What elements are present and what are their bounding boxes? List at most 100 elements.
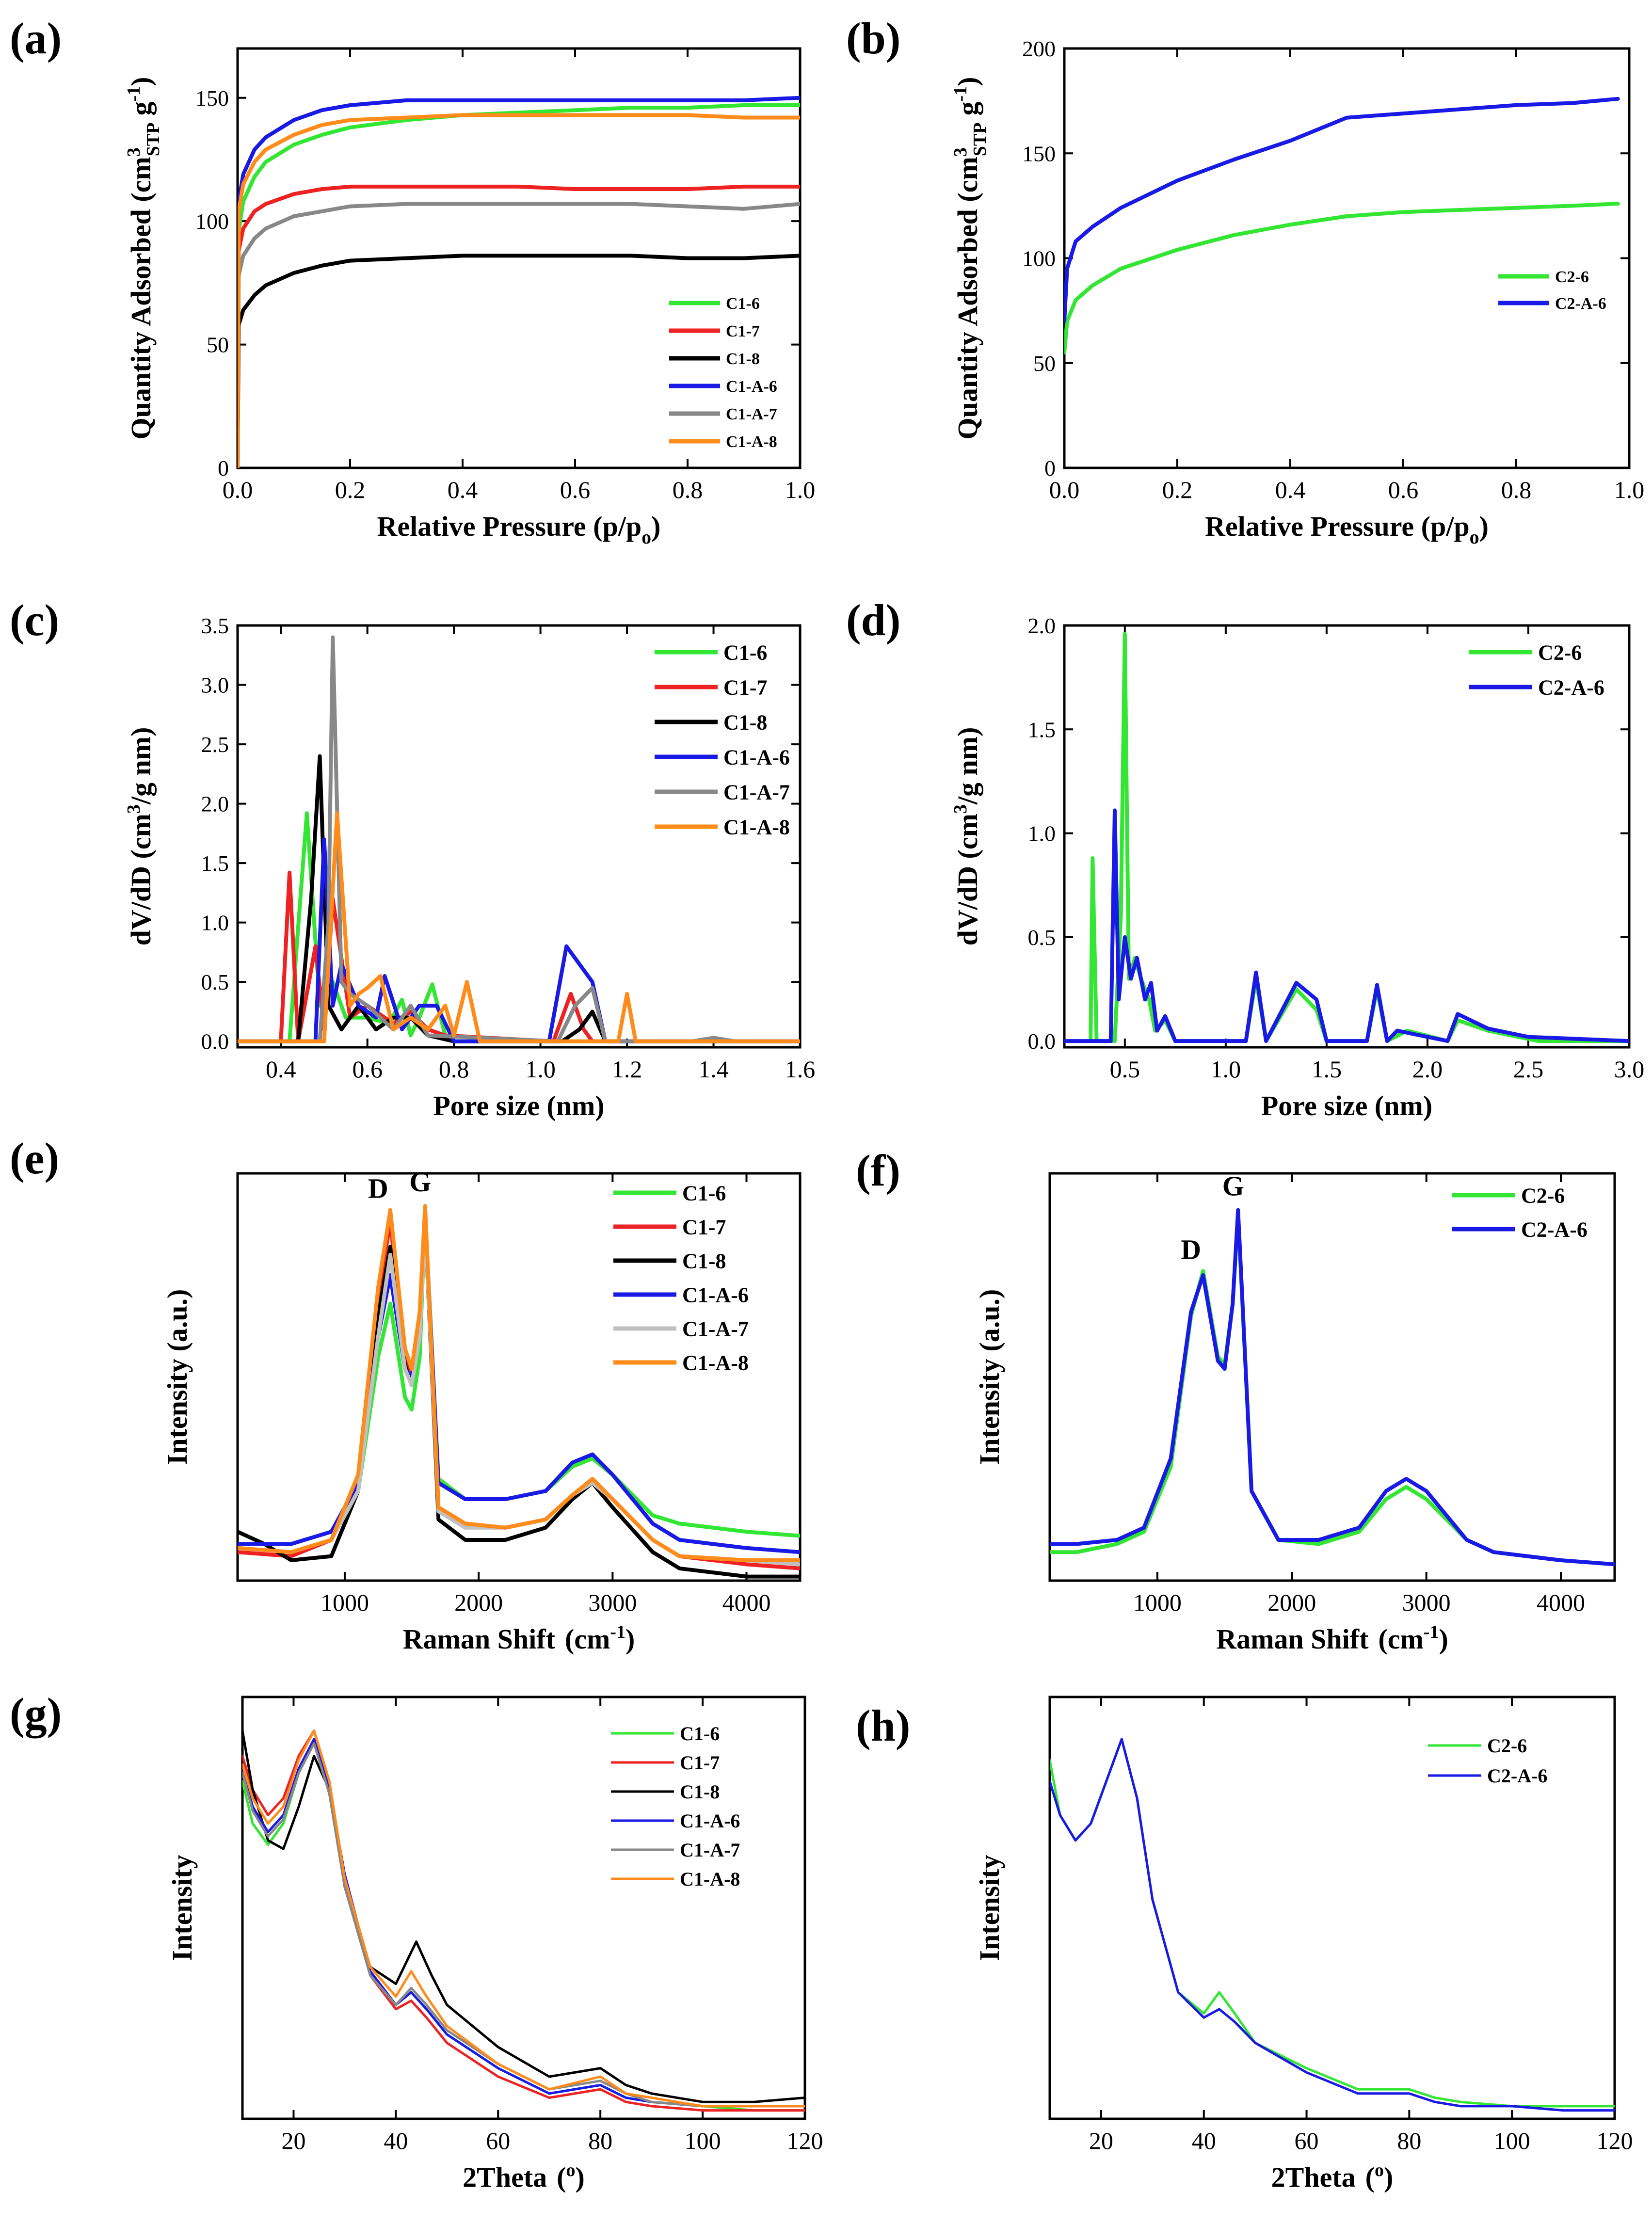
legend-label: C1-8 bbox=[726, 350, 760, 368]
panel-d: (d) 0.5 1.0 1.5 2.0 2.5 3.0 0.0 0.5 1.0 1.5 2.0 Pore… bbox=[846, 595, 1644, 1121]
x-axis-label: Pore size (nm) bbox=[433, 1090, 604, 1121]
y-tick-label: 2.0 bbox=[201, 792, 229, 816]
x-tick-label: 1.0 bbox=[1211, 1056, 1241, 1083]
series-group bbox=[1064, 96, 1620, 355]
x-tick-label: 0.0 bbox=[223, 476, 253, 503]
legend-label: C1-A-8 bbox=[682, 1351, 749, 1375]
legend-label: C1-8 bbox=[723, 710, 767, 734]
x-tick-label: 2.5 bbox=[1513, 1056, 1544, 1083]
x-tick-label: 0.6 bbox=[352, 1056, 383, 1083]
y-tick-label: 0.5 bbox=[1028, 925, 1056, 950]
x-tick-label: 3000 bbox=[1402, 1589, 1451, 1616]
x-tick-label: 1.6 bbox=[785, 1056, 816, 1083]
plot-frame bbox=[1048, 1172, 1616, 1582]
x-tick-label: 20 bbox=[1089, 2127, 1113, 2154]
peak-label-d: D bbox=[368, 1173, 388, 1204]
x-tick-label: 0.8 bbox=[673, 476, 703, 503]
series-group bbox=[242, 1729, 805, 2112]
y-tick-label: 3.5 bbox=[201, 613, 229, 638]
y-tick-label: 50 bbox=[207, 333, 229, 357]
legend-label: C1-8 bbox=[682, 1249, 726, 1273]
series-group bbox=[1050, 1738, 1615, 2112]
peak-label-d: D bbox=[1181, 1234, 1201, 1265]
legend-label: C1-A-8 bbox=[726, 433, 777, 451]
y-tick-label: 1.5 bbox=[1028, 717, 1056, 742]
panel-a: (a) 0.0 0.2 0.4 0.6 0.8 1.0 0 50 100 150 Relative P… bbox=[10, 14, 815, 548]
series-line-C2-6 bbox=[1050, 1738, 1615, 2108]
series-line-C1-8 bbox=[238, 754, 800, 1043]
y-tick-label: 50 bbox=[1033, 351, 1056, 376]
panel-f: (f) 1000 2000 3000 4000 Raman Shift (cm-1) Inte… bbox=[856, 1146, 1616, 1655]
x-tick-label: 0.0 bbox=[1049, 476, 1080, 503]
legend-label: C1-A-7 bbox=[726, 405, 777, 423]
legend-label: C1-7 bbox=[723, 675, 767, 699]
legend: C2-6 C2-A-6 bbox=[1428, 1735, 1547, 1787]
series-line-C2-6 bbox=[1050, 1212, 1615, 1567]
x-tick-label: 1000 bbox=[321, 1589, 369, 1616]
y-axis-label: Intensity bbox=[166, 1855, 198, 1961]
series-line-C2-A-6 bbox=[1050, 1738, 1615, 2112]
legend-label: C1-A-6 bbox=[726, 378, 777, 396]
legend: C1-6 C1-7 C1-8 C1-A-6 C1-A-7 C1-A-8 bbox=[669, 295, 777, 451]
legend-label: C1-A-6 bbox=[723, 745, 790, 769]
x-tick-label: 40 bbox=[1192, 2127, 1216, 2154]
panel-label: (e) bbox=[10, 1134, 59, 1183]
legend-label: C2-A-6 bbox=[1555, 295, 1606, 313]
series-group bbox=[1050, 1208, 1615, 1567]
legend: C1-6 C1-7 C1-8 C1-A-6 C1-A-7 C1-A-8 bbox=[611, 1723, 740, 1890]
y-tick-label: 0.0 bbox=[201, 1029, 229, 1054]
y-tick-label: 1.0 bbox=[201, 911, 229, 935]
x-tick-label: 1.0 bbox=[785, 476, 816, 503]
legend-label: C1-A-7 bbox=[680, 1839, 740, 1861]
y-tick-label: 200 bbox=[1022, 36, 1056, 61]
plot-frame bbox=[236, 624, 802, 1049]
series-group bbox=[1064, 632, 1629, 1043]
x-tick-label: 120 bbox=[1597, 2127, 1633, 2154]
x-tick-label: 3.0 bbox=[1614, 1056, 1645, 1083]
panel-c: (c) 0.4 0.6 0.8 1.0 1.2 1.4 1.6 0.0 0.5 1.0 1.5 2.0 2… bbox=[10, 595, 815, 1121]
x-tick-label: 0.5 bbox=[1110, 1056, 1140, 1083]
x-tick-label: 0.6 bbox=[1388, 476, 1419, 503]
panel-label: (h) bbox=[856, 1701, 910, 1750]
series-line-C1-A-6 bbox=[242, 1738, 805, 2108]
x-tick-label: 0.8 bbox=[1501, 476, 1532, 503]
series-group bbox=[238, 635, 800, 1043]
legend-label: C2-A-6 bbox=[1487, 1765, 1547, 1787]
x-tick-label: 80 bbox=[1397, 2127, 1421, 2154]
legend: C2-6 C2-A-6 bbox=[1469, 640, 1604, 699]
legend: C1-6 C1-7 C1-8 C1-A-6 C1-A-7 C1-A-8 bbox=[613, 1181, 749, 1375]
legend-label: C2-6 bbox=[1555, 268, 1589, 286]
x-tick-label: 2.0 bbox=[1412, 1056, 1443, 1083]
x-tick-label: 0.2 bbox=[1162, 476, 1193, 503]
y-axis-label: Intensity (a.u.) bbox=[161, 1289, 193, 1465]
legend-label: C1-6 bbox=[723, 640, 767, 664]
panel-label: (d) bbox=[846, 595, 900, 645]
x-tick-label: 20 bbox=[281, 2127, 305, 2154]
x-tick-label: 100 bbox=[685, 2127, 721, 2154]
x-axis-label: Pore size (nm) bbox=[1261, 1090, 1432, 1121]
series-line-C1-7 bbox=[238, 870, 800, 1043]
x-tick-label: 0.4 bbox=[448, 476, 478, 503]
peak-label-g: G bbox=[409, 1166, 431, 1198]
x-tick-label: 1.2 bbox=[612, 1056, 642, 1083]
y-tick-label: 2.5 bbox=[201, 732, 229, 757]
x-tick-label: 40 bbox=[384, 2127, 408, 2154]
legend-label: C1-A-7 bbox=[723, 780, 790, 804]
x-axis-label: 2Theta (o) bbox=[463, 2160, 585, 2193]
x-axis-label: 2Theta (o) bbox=[1271, 2160, 1394, 2193]
plot-frame bbox=[1048, 1696, 1616, 2120]
x-tick-label: 120 bbox=[787, 2127, 823, 2154]
legend-label: C2-A-6 bbox=[1521, 1217, 1588, 1241]
series-line-C2-A-6 bbox=[1064, 96, 1620, 323]
legend: C2-6 C2-A-6 bbox=[1498, 268, 1606, 313]
y-tick-label: 0.5 bbox=[201, 970, 229, 994]
y-tick-label: 100 bbox=[1022, 246, 1056, 271]
panel-label: (g) bbox=[10, 1689, 62, 1738]
panel-label: (b) bbox=[846, 14, 900, 63]
x-tick-label: 3000 bbox=[588, 1589, 637, 1616]
legend-label: C1-A-6 bbox=[682, 1283, 749, 1307]
legend-label: C1-6 bbox=[682, 1181, 726, 1205]
panel-b: (b) 0.0 0.2 0.4 0.6 0.8 1.0 0 50 100 150 200 Relativ… bbox=[846, 14, 1644, 548]
